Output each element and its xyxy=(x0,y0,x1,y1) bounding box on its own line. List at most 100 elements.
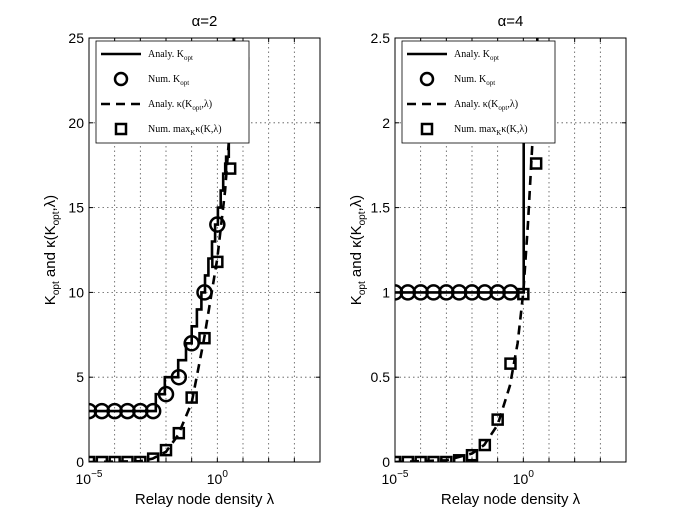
y-tick-label: 1 xyxy=(382,284,390,300)
legend-label: Analy. Kopt xyxy=(148,49,193,62)
axes-box xyxy=(394,37,627,463)
legend-label-sub: opt xyxy=(180,79,189,87)
y-tick-label: 0.5 xyxy=(371,369,391,385)
y-tick-label: 15 xyxy=(68,200,84,216)
data-point-square xyxy=(159,443,173,457)
y-tick-label: 10 xyxy=(68,284,84,300)
data-point-square xyxy=(198,331,211,345)
data-point-square xyxy=(134,455,147,462)
legend-label-main: Analy. κ(K xyxy=(454,99,499,110)
data-point-square xyxy=(108,455,121,462)
data-point-square xyxy=(401,455,415,462)
y-label-tail: ,λ) xyxy=(42,195,59,212)
data-point-circle xyxy=(144,402,162,420)
data-point-square xyxy=(452,454,466,462)
legend-label-main: Analy. K xyxy=(454,49,491,60)
chart-title: α=2 xyxy=(192,13,218,30)
y-tick-label: 2 xyxy=(382,115,390,131)
data-point-square xyxy=(172,426,186,440)
legend-label-sub: opt xyxy=(490,54,499,62)
data-point-circle xyxy=(170,368,188,386)
data-point-square xyxy=(504,357,517,370)
x-tick-base: 10 xyxy=(76,471,92,487)
legend-label-main: Analy. κ(K xyxy=(148,99,193,110)
legend-label-sub: K xyxy=(190,129,195,137)
legend-label: Num. maxKκ(K,λ) xyxy=(148,124,222,137)
x-tick-exponent: 0 xyxy=(222,469,228,480)
y-axis-label: Kopt and κ(Kopt,λ) xyxy=(42,195,62,305)
data-point-square xyxy=(517,287,530,301)
legend-label-main: Analy. K xyxy=(148,49,185,60)
x-tick-exponent: 0 xyxy=(528,469,534,480)
x-tick-exponent: −5 xyxy=(91,469,103,480)
y-label-sub: opt xyxy=(51,281,62,295)
legend-swatch-square xyxy=(114,122,128,136)
legend-label-main: Num. K xyxy=(454,74,487,85)
y-label-sub: opt xyxy=(51,211,62,225)
y-label-k: K xyxy=(348,295,365,305)
legend-label: Num. Kopt xyxy=(454,74,495,87)
data-point-circle xyxy=(157,385,175,403)
data-point-square xyxy=(95,455,109,462)
legend-label: Num. Kopt xyxy=(148,74,189,87)
data-point-square xyxy=(121,455,134,462)
legend-label: Analy. Kopt xyxy=(454,49,499,62)
legend-label: Num. maxKκ(K,λ) xyxy=(454,124,528,137)
y-tick-label: 1.5 xyxy=(371,200,391,216)
legend-label-sub: opt xyxy=(192,104,201,112)
legend-label-sub: opt xyxy=(184,54,193,62)
y-label-sub: opt xyxy=(357,281,368,295)
series-line-analy-k-opt xyxy=(89,38,236,413)
legend-label-tail: ,λ) xyxy=(201,99,212,110)
x-axis-label: Relay node density λ xyxy=(135,491,275,508)
data-point-square xyxy=(491,413,504,426)
data-point-square xyxy=(146,452,160,462)
legend-label-tail: κ(K,λ) xyxy=(501,124,527,135)
x-tick-label: 10−5 xyxy=(382,469,409,487)
y-label-mid: and κ(K xyxy=(348,225,365,281)
data-point-square xyxy=(414,455,427,462)
axes-box xyxy=(88,37,321,463)
data-point-square xyxy=(427,455,440,462)
x-axis-label: Relay node density λ xyxy=(441,491,581,508)
legend-label-main: Num. max xyxy=(454,124,496,135)
data-point-square xyxy=(529,157,543,170)
legend-box xyxy=(95,40,250,144)
legend-label: Analy. κ(Kopt,λ) xyxy=(148,99,212,112)
data-point-circle xyxy=(209,216,226,233)
legend-label-sub: K xyxy=(496,129,501,137)
legend-label-tail: κ(K,λ) xyxy=(195,124,221,135)
legend-label: Analy. κ(Kopt,λ) xyxy=(454,99,518,112)
plot-area xyxy=(89,38,250,462)
legend-label-main: Num. max xyxy=(148,124,190,135)
data-point-square xyxy=(185,391,198,404)
x-tick-label: 10−5 xyxy=(76,469,103,487)
y-tick-label: 5 xyxy=(76,369,84,385)
y-label-tail: ,λ) xyxy=(348,195,365,212)
x-tick-base: 10 xyxy=(382,471,398,487)
legend-label-main: Num. K xyxy=(148,74,181,85)
legend-label-sub: opt xyxy=(486,79,495,87)
y-axis-label: Kopt and κ(Kopt,λ) xyxy=(348,195,368,305)
y-tick-label: 2.5 xyxy=(371,30,391,46)
y-tick-label: 20 xyxy=(68,115,84,131)
legend-box xyxy=(401,40,556,144)
data-point-square xyxy=(478,438,492,452)
chart-title: α=4 xyxy=(498,13,524,30)
x-tick-exponent: −5 xyxy=(397,469,409,480)
y-label-k: K xyxy=(42,295,59,305)
data-point-square xyxy=(223,162,237,175)
y-label-sub: opt xyxy=(357,211,368,225)
y-tick-label: 25 xyxy=(68,30,84,46)
legend-label-sub: opt xyxy=(498,104,507,112)
y-label-mid: and κ(K xyxy=(42,225,59,281)
x-tick-base: 10 xyxy=(513,471,529,487)
data-point-square xyxy=(465,448,479,462)
legend-swatch-square xyxy=(420,122,434,136)
legend-swatch-circle xyxy=(113,71,129,87)
